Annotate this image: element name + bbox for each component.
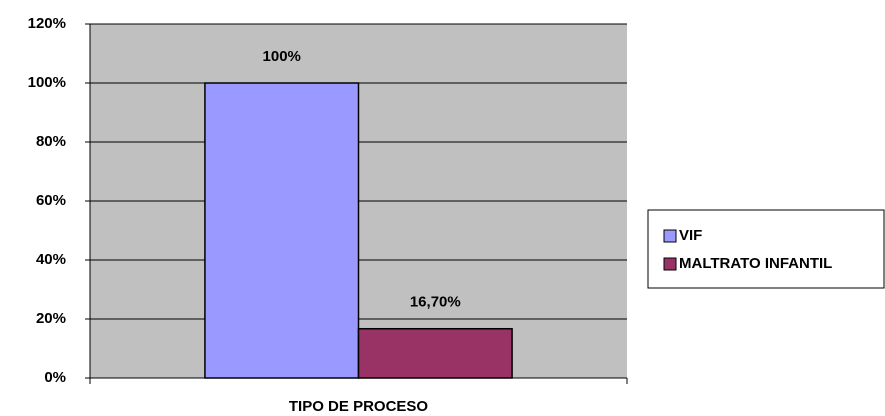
y-tick-label: 0% — [44, 369, 66, 386]
y-tick-label: 60% — [36, 192, 66, 209]
legend-label: VIF — [679, 227, 702, 244]
x-tick-label: TIPO DE PROCESO — [289, 398, 429, 415]
y-tick-label: 40% — [36, 251, 66, 268]
bar — [204, 82, 360, 379]
value-label: 16,70% — [410, 294, 461, 311]
bar — [357, 327, 513, 379]
value-label: 100% — [263, 48, 301, 65]
y-tick-label: 120% — [28, 15, 66, 32]
legend-swatch — [663, 257, 677, 271]
y-tick-label: 20% — [36, 310, 66, 327]
legend-box — [647, 209, 885, 289]
y-tick-label: 80% — [36, 133, 66, 150]
legend-label: MALTRATO INFANTIL — [679, 255, 832, 272]
y-tick-label: 100% — [28, 74, 66, 91]
legend-swatch — [663, 229, 677, 243]
